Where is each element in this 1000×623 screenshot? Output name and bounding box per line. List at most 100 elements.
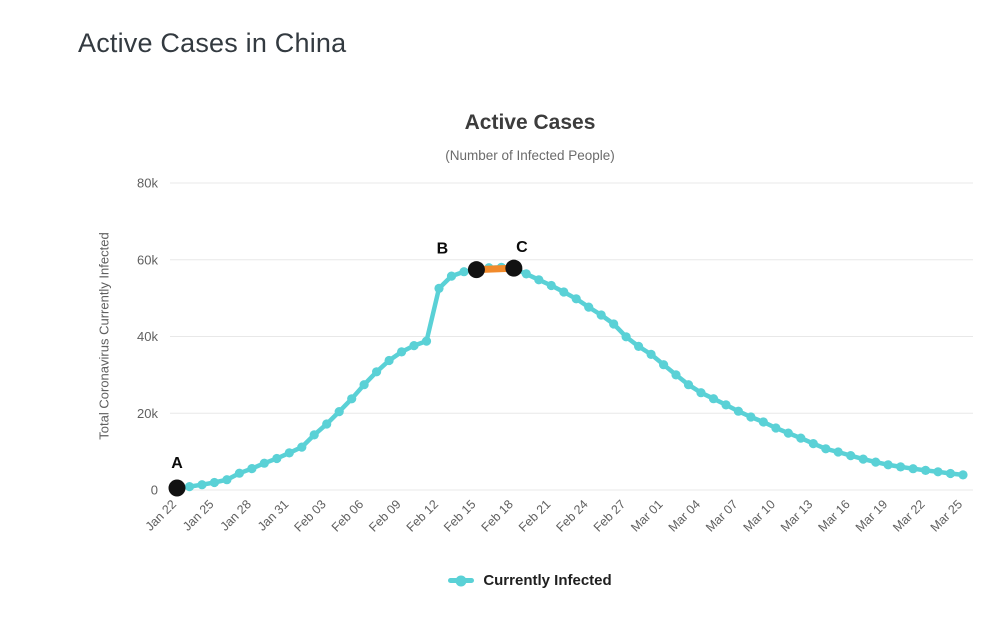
x-tick-label: Jan 22	[143, 497, 179, 533]
x-tick-label: Jan 28	[218, 497, 254, 533]
x-tick-label: Jan 25	[180, 497, 216, 533]
x-tick-label: Feb 09	[366, 497, 403, 534]
series-point[interactable]	[908, 464, 918, 474]
series-point[interactable]	[309, 430, 319, 440]
series-point[interactable]	[708, 394, 719, 404]
x-tick-label: Mar 10	[741, 497, 778, 534]
series-point[interactable]	[671, 370, 681, 380]
series-point[interactable]	[421, 336, 432, 346]
x-tick-label: Feb 06	[329, 497, 366, 534]
series-point[interactable]	[958, 470, 968, 480]
series-point[interactable]	[621, 332, 631, 342]
series-point[interactable]	[634, 341, 644, 351]
series-point[interactable]	[534, 275, 544, 285]
series-point[interactable]	[933, 467, 943, 477]
series-point[interactable]	[883, 460, 893, 470]
series-point[interactable]	[733, 406, 744, 416]
series-point[interactable]	[758, 417, 769, 427]
series-point[interactable]	[209, 477, 219, 488]
series-point[interactable]	[771, 423, 781, 433]
series-line-currently-infected	[174, 265, 966, 491]
series-point[interactable]	[945, 468, 956, 479]
x-tick-label: Mar 16	[815, 497, 852, 534]
series-point[interactable]	[459, 267, 469, 277]
legend-label: Currently Infected	[483, 572, 612, 589]
series-point[interactable]	[833, 447, 843, 457]
series-point[interactable]	[434, 283, 444, 293]
series-point[interactable]	[783, 428, 793, 438]
x-tick-label: Feb 27	[591, 497, 628, 534]
y-tick-label: 0	[151, 483, 158, 498]
series-point[interactable]	[696, 388, 706, 398]
y-tick-label: 40k	[137, 329, 158, 344]
series-point[interactable]	[409, 341, 419, 351]
series-point[interactable]	[846, 451, 856, 461]
series-point[interactable]	[821, 444, 831, 454]
legend-marker-dot-icon	[455, 575, 467, 586]
x-tick-label: Mar 25	[928, 497, 965, 534]
series-point[interactable]	[746, 412, 756, 422]
chart-subtitle: (Number of Infected People)	[445, 148, 615, 163]
series-point[interactable]	[559, 287, 569, 297]
x-tick-label: Feb 21	[516, 497, 553, 534]
series-point[interactable]	[234, 468, 244, 478]
series-point[interactable]	[808, 439, 818, 449]
series-point[interactable]	[609, 319, 619, 329]
legend-item-currently-infected[interactable]: Currently Infected	[60, 572, 1000, 589]
series-point[interactable]	[896, 462, 906, 472]
x-tick-label: Feb 18	[479, 497, 516, 534]
series-point[interactable]	[334, 407, 344, 417]
series-point[interactable]	[871, 457, 881, 467]
series-point[interactable]	[359, 380, 369, 390]
series-point[interactable]	[921, 465, 931, 475]
series-point[interactable]	[184, 482, 195, 492]
x-tick-label: Feb 15	[441, 497, 478, 534]
x-tick-label: Mar 04	[666, 497, 703, 534]
x-tick-label: Feb 03	[291, 497, 328, 534]
series-point[interactable]	[721, 400, 731, 410]
series-point[interactable]	[446, 271, 457, 281]
page-title: Active Cases in China	[78, 28, 347, 58]
series-point[interactable]	[571, 294, 581, 304]
series-point[interactable]	[596, 310, 606, 320]
x-tick-label: Mar 19	[853, 497, 890, 534]
x-tick-label: Jan 31	[255, 497, 291, 533]
series-point[interactable]	[858, 454, 868, 464]
series-point[interactable]	[521, 269, 531, 279]
x-tick-label: Feb 12	[404, 497, 441, 534]
series-point[interactable]	[683, 380, 694, 390]
series-point[interactable]	[222, 475, 232, 485]
series-point[interactable]	[284, 448, 294, 458]
x-tick-label: Mar 13	[778, 497, 815, 534]
y-tick-label: 20k	[137, 406, 158, 421]
chart-title: Active Cases	[464, 111, 596, 134]
x-tick-label: Feb 24	[553, 497, 590, 534]
series-point[interactable]	[259, 458, 269, 468]
x-tick-label: Mar 07	[703, 497, 740, 534]
series-point[interactable]	[546, 280, 556, 291]
series-point[interactable]	[397, 347, 407, 357]
annotation-label-b: B	[437, 241, 449, 258]
series-point[interactable]	[384, 355, 394, 366]
series-point[interactable]	[247, 464, 257, 474]
annotation-dot-b	[467, 261, 485, 279]
legend-series-marker-icon	[448, 575, 475, 586]
series-point[interactable]	[272, 453, 282, 464]
series-point[interactable]	[646, 349, 656, 359]
annotation-label-c: C	[516, 239, 528, 256]
series-point[interactable]	[297, 442, 307, 452]
series-point[interactable]	[796, 433, 806, 443]
series-point[interactable]	[322, 419, 332, 429]
x-tick-label: Mar 01	[628, 497, 665, 534]
series-point[interactable]	[659, 360, 669, 370]
annotation-dot-c	[505, 259, 523, 277]
series-point[interactable]	[197, 480, 207, 490]
series-point[interactable]	[347, 394, 357, 404]
series-point[interactable]	[372, 367, 382, 377]
annotation-dot-a	[168, 479, 186, 497]
annotation-label-a: A	[171, 455, 183, 472]
x-tick-label: Mar 22	[890, 497, 927, 534]
series-point[interactable]	[584, 302, 594, 312]
